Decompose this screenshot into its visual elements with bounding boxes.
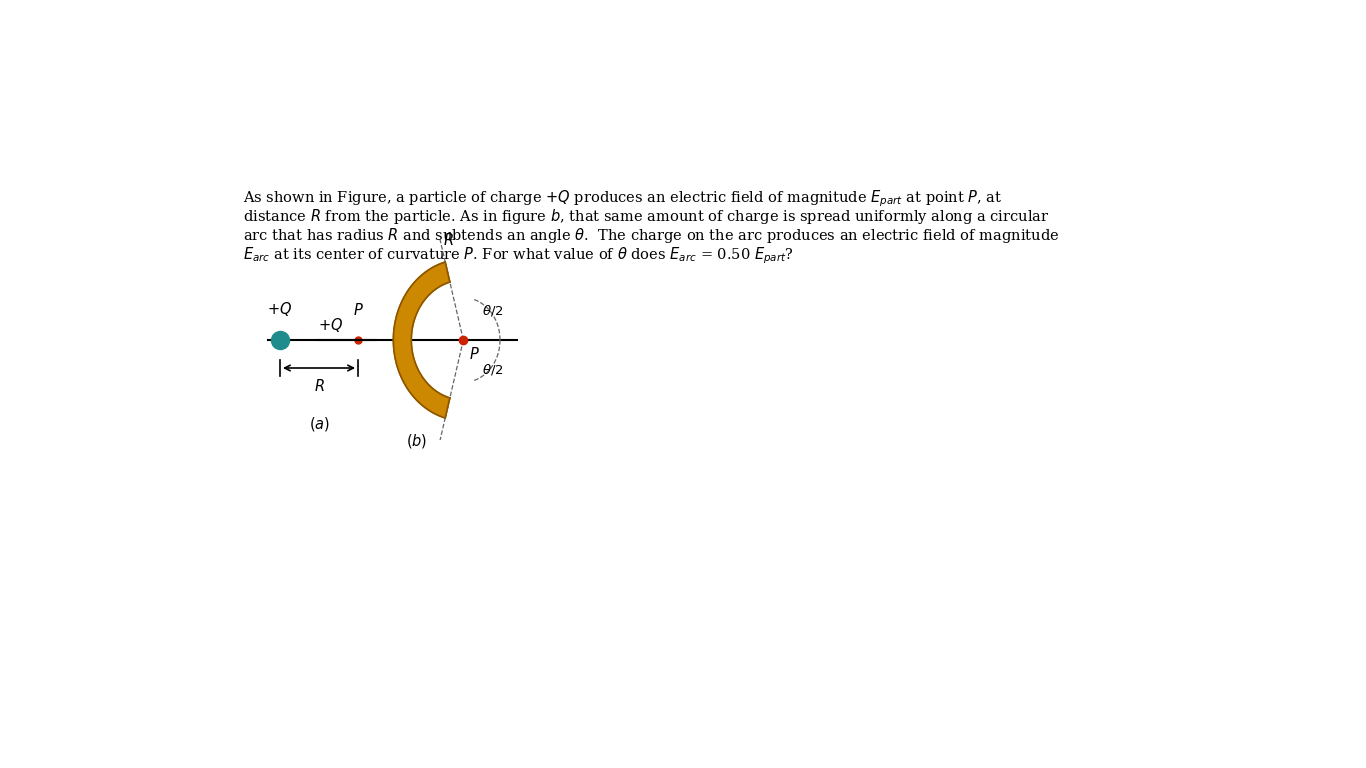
Text: $+Q$: $+Q$ <box>268 300 292 318</box>
Text: distance $R$ from the particle. As in figure $b$, that same amount of charge is : distance $R$ from the particle. As in fi… <box>243 207 1049 226</box>
Text: $\theta/2$: $\theta/2$ <box>482 362 503 377</box>
Polygon shape <box>393 262 449 418</box>
Text: $R$: $R$ <box>314 378 324 394</box>
Text: arc that has radius $R$ and subtends an angle $\theta$.  The charge on the arc p: arc that has radius $R$ and subtends an … <box>243 226 1059 245</box>
Text: As shown in Figure, a particle of charge $+Q$ produces an electric field of magn: As shown in Figure, a particle of charge… <box>243 188 1003 209</box>
Text: $+Q$: $+Q$ <box>318 316 343 334</box>
Text: $\theta/2$: $\theta/2$ <box>482 303 503 318</box>
Text: $(b)$: $(b)$ <box>406 432 428 450</box>
Text: $P$: $P$ <box>469 346 479 362</box>
Text: $R$: $R$ <box>443 232 454 248</box>
Text: $E_{arc}$ at its center of curvature $P$. For what value of $\theta$ does $E_{ar: $E_{arc}$ at its center of curvature $P$… <box>243 245 794 266</box>
Text: $(a)$: $(a)$ <box>310 415 331 433</box>
Text: $P$: $P$ <box>352 302 363 318</box>
